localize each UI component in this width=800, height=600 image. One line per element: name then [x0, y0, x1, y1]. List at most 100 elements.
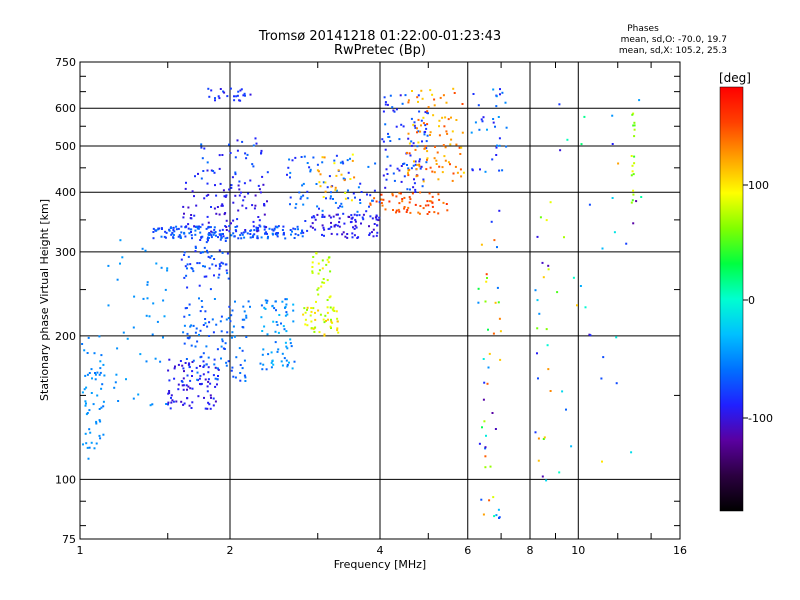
data-point — [409, 211, 412, 214]
data-point — [403, 207, 406, 210]
data-point — [181, 364, 184, 367]
data-point — [160, 266, 163, 269]
data-point — [602, 356, 605, 359]
data-point — [189, 217, 192, 220]
data-point — [289, 203, 291, 206]
data-point — [182, 331, 185, 334]
data-point — [425, 140, 428, 143]
data-point — [283, 357, 286, 360]
data-point — [245, 316, 248, 319]
data-point — [299, 197, 302, 200]
data-point — [84, 432, 87, 435]
data-point — [259, 191, 262, 194]
data-point — [328, 256, 331, 259]
data-point — [275, 309, 277, 312]
data-point — [268, 227, 271, 230]
data-point — [496, 144, 498, 147]
data-point — [90, 392, 93, 394]
data-point — [177, 363, 180, 366]
data-point — [536, 299, 539, 302]
data-point — [316, 205, 319, 208]
data-point — [391, 106, 394, 109]
data-point — [221, 228, 224, 231]
data-point — [289, 229, 292, 231]
data-point — [188, 362, 190, 365]
data-point — [133, 295, 136, 298]
data-point — [323, 281, 326, 284]
data-point — [200, 355, 203, 358]
data-point — [317, 309, 320, 312]
data-point — [242, 326, 245, 329]
data-point — [186, 332, 189, 335]
data-point — [384, 186, 387, 189]
data-point — [281, 229, 284, 231]
data-point — [266, 299, 269, 302]
data-point — [212, 233, 215, 236]
data-point — [601, 247, 604, 250]
data-point — [312, 156, 315, 159]
data-point — [458, 146, 461, 149]
data-point — [630, 451, 633, 454]
data-point — [95, 420, 98, 423]
data-point — [545, 328, 548, 331]
data-point — [201, 305, 204, 308]
data-point — [335, 189, 338, 192]
data-point — [291, 230, 293, 233]
data-point — [297, 228, 299, 231]
data-point — [163, 235, 166, 238]
data-point — [196, 378, 199, 381]
data-point — [274, 341, 277, 344]
data-point — [208, 267, 211, 270]
data-point — [251, 204, 254, 207]
data-point — [239, 99, 242, 102]
data-point — [172, 236, 175, 239]
data-point — [102, 400, 105, 403]
data-point — [343, 222, 346, 225]
data-point — [232, 375, 235, 378]
data-point — [166, 267, 169, 270]
data-point — [154, 357, 157, 360]
data-point — [182, 367, 185, 370]
data-point — [84, 404, 87, 407]
data-point — [101, 383, 104, 386]
data-point — [185, 307, 188, 309]
data-point — [561, 390, 564, 393]
data-point — [357, 186, 360, 189]
data-point — [438, 198, 441, 201]
data-point — [589, 334, 592, 337]
data-point — [283, 328, 286, 331]
data-point — [227, 317, 230, 320]
data-point — [175, 225, 178, 228]
data-point — [198, 262, 201, 265]
data-point — [433, 171, 436, 174]
data-point — [501, 91, 504, 94]
data-point — [384, 148, 387, 151]
data-point — [137, 393, 140, 396]
data-point — [263, 225, 266, 228]
data-point — [437, 178, 440, 181]
data-point — [236, 139, 239, 142]
data-point — [408, 168, 411, 171]
data-point — [284, 298, 287, 301]
data-point — [403, 175, 406, 178]
data-point — [310, 307, 313, 309]
data-point — [234, 226, 237, 228]
data-point — [243, 182, 246, 185]
data-point — [81, 343, 84, 345]
data-point — [234, 229, 237, 231]
data-point — [271, 228, 274, 231]
data-point — [244, 229, 247, 231]
data-point — [447, 161, 450, 164]
data-point — [144, 249, 147, 252]
data-point — [633, 155, 636, 158]
data-point — [94, 373, 97, 376]
data-point — [424, 145, 427, 148]
data-point — [197, 395, 200, 398]
data-point — [200, 143, 203, 146]
data-point — [209, 407, 212, 410]
data-point — [359, 202, 362, 204]
data-point — [199, 239, 202, 241]
data-point — [336, 224, 339, 227]
data-point — [417, 94, 420, 97]
data-point — [483, 420, 486, 423]
